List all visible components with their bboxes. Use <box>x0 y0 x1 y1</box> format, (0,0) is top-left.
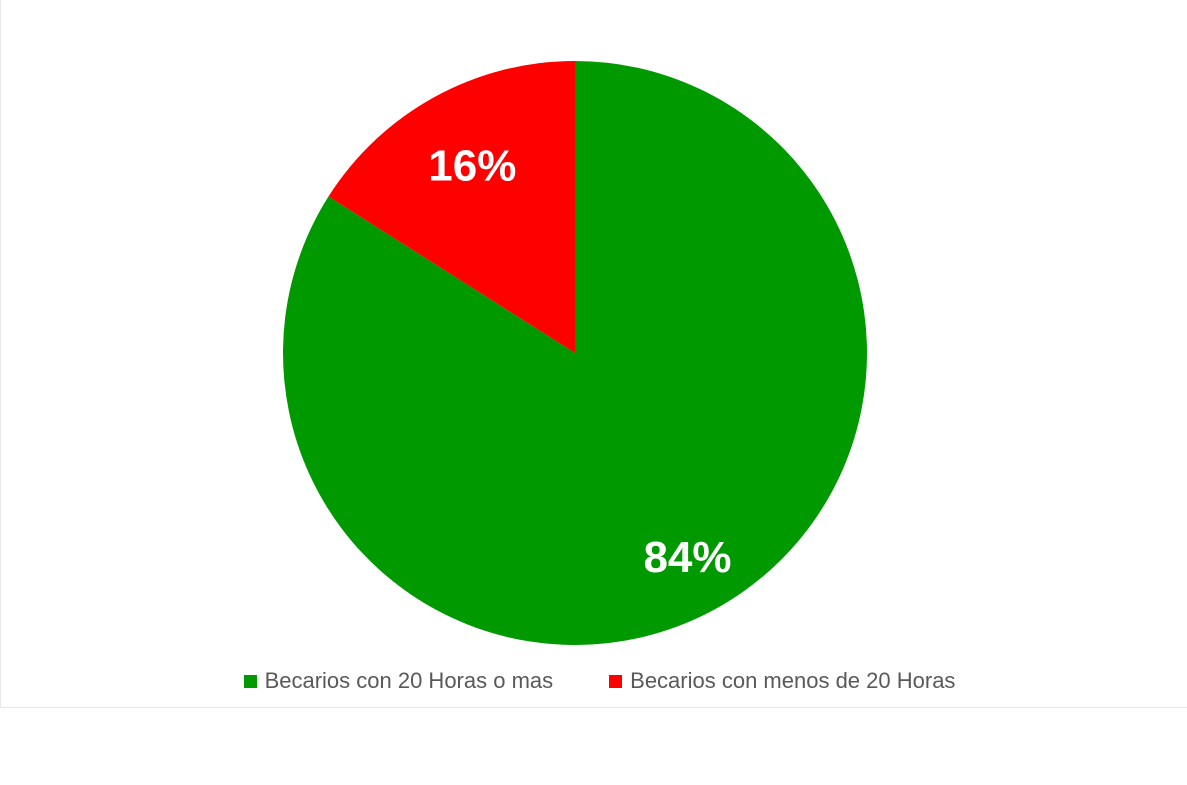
legend-swatch-1 <box>609 674 623 688</box>
legend-label-1: Becarios con menos de 20 Horas <box>630 668 956 693</box>
pie-data-labels: 84% 16% <box>428 142 731 583</box>
pie-data-label-1: 16% <box>428 142 516 191</box>
chart-area: 84% 16% Becarios con 20 Horas o mas Becar… <box>0 0 1187 708</box>
pie-data-label-0: 84% <box>643 533 731 582</box>
legend-label-0: Becarios con 20 Horas o mas <box>264 668 554 693</box>
pie-slices <box>283 61 868 645</box>
pie-slice-1 <box>328 61 575 353</box>
legend-swatch-0 <box>243 674 257 688</box>
legend-item-0: Becarios con 20 Horas o mas <box>243 668 554 694</box>
chart-legend: Becarios con 20 Horas o mas Becarios con… <box>1 665 1187 697</box>
legend-item-1: Becarios con menos de 20 Horas <box>609 668 955 694</box>
pie-chart: 84% 16% <box>283 61 868 645</box>
pie-slice-0 <box>283 61 868 645</box>
